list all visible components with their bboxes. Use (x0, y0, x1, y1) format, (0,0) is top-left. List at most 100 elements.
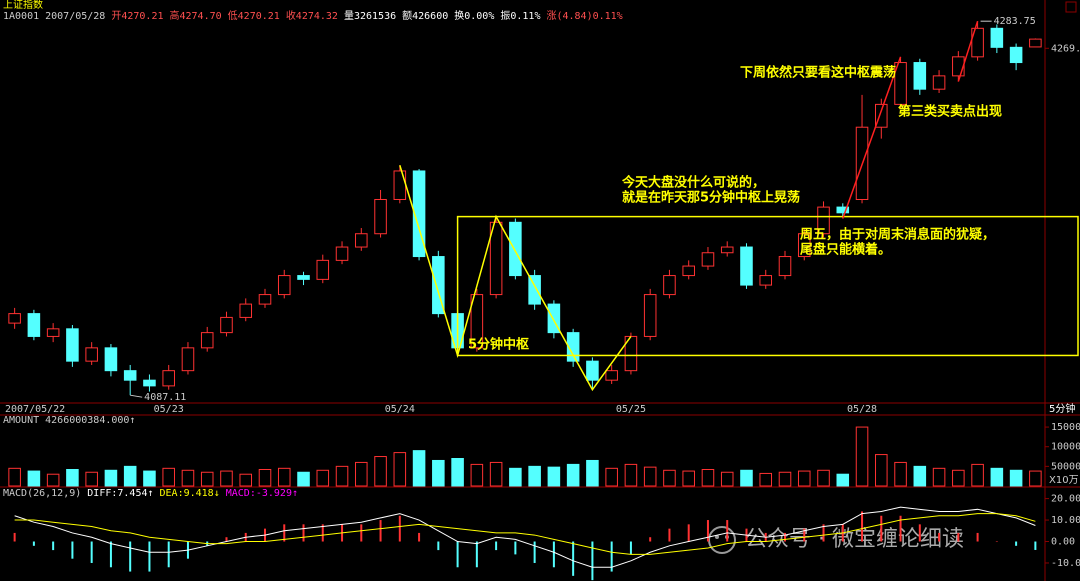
candle-body (374, 198, 387, 235)
macd-bar (398, 515, 401, 542)
candle-body (701, 252, 715, 267)
macd-bar (379, 520, 382, 542)
macd-bar (995, 541, 998, 543)
candle-body (547, 303, 561, 334)
macd-line (14, 506, 1036, 568)
volume-bar (663, 469, 676, 487)
candle-body (355, 233, 368, 248)
volume-bar (123, 465, 137, 487)
trend-line (399, 165, 632, 392)
info-item: 换0.00% (454, 9, 494, 22)
candle-body (335, 246, 349, 261)
candle-body (162, 370, 175, 387)
annotation: 周五，由于对周末消息面的犹疑， (800, 227, 995, 243)
info-item: 1A0001 (3, 11, 39, 22)
volume-bar (374, 456, 387, 487)
candle-body (797, 233, 811, 258)
volume-bar (566, 463, 580, 487)
macd-bar (649, 537, 652, 542)
trend-line (842, 56, 902, 219)
candle-body (1029, 38, 1042, 48)
info-item: 振0.11% (500, 9, 540, 22)
volume-bar (720, 471, 734, 487)
volume-bar (682, 470, 695, 487)
window-button[interactable] (1065, 1, 1077, 13)
volume-bar (258, 469, 272, 487)
x-tick-label: 05/24 (385, 404, 415, 415)
volume-bar (277, 467, 291, 487)
macd-bar (726, 520, 729, 542)
candle-body (220, 316, 233, 334)
macd-bar (360, 524, 363, 542)
volume-bar (181, 469, 195, 487)
volume-bar (855, 426, 869, 487)
volume-bar (393, 452, 407, 487)
macd-bar (456, 541, 459, 568)
volume-bar (66, 469, 79, 487)
candle-body (643, 294, 657, 337)
macd-bar (71, 541, 74, 559)
macd-bar (706, 520, 709, 542)
candle-body (682, 265, 695, 277)
candle-body (66, 328, 79, 362)
volume-bar (162, 467, 175, 487)
info-item: 开4270.21 (111, 11, 163, 22)
info-line: 1A0001 2007/05/28 开4270.21 高4274.70 低4270.21… (3, 9, 623, 22)
candle-body (605, 370, 618, 381)
macd-legend: MACD(26,12,9) DIFF:7.454↑ DEA:9.418↓ MACD:-… (3, 488, 298, 499)
macd-bar (109, 541, 112, 568)
macd-bar (283, 524, 286, 542)
volume-bar (451, 458, 464, 487)
volume-bar (470, 463, 484, 487)
candle-body (393, 170, 407, 200)
volume-bar (586, 459, 599, 487)
pivot-box (456, 215, 1079, 357)
y-tick-label: 4269.5 (1051, 43, 1080, 54)
y-tick-label: -10.00 (1051, 558, 1080, 569)
candle-body (759, 275, 773, 286)
macd-bar (13, 532, 16, 542)
candle-body (181, 347, 195, 372)
macd-bar (687, 524, 690, 542)
candle-body (528, 275, 541, 305)
macd-bar (495, 541, 498, 551)
macd-bar (321, 524, 324, 542)
volume-bar (1009, 469, 1023, 487)
legend-entry: MACD:-3.929↑ (226, 488, 298, 499)
annotation: 下周依然只要看这中枢震荡 (740, 65, 896, 81)
volume-bar (894, 461, 907, 487)
legend-entry: DEA:9.418↓ (160, 488, 220, 499)
volume-bar (990, 467, 1004, 487)
volume-bar (740, 469, 753, 487)
macd-bar (880, 515, 883, 542)
annotation: 就是在昨天那5分钟中枢上晃荡 (622, 190, 800, 206)
volume-bar (432, 459, 445, 487)
trend-line (957, 20, 979, 82)
candle-body (778, 256, 792, 277)
y-tick-label: 150000 (1051, 422, 1080, 433)
macd-bar (803, 528, 806, 542)
macd-bar (1034, 541, 1037, 550)
macd-bar (437, 541, 440, 551)
volume-bar (220, 470, 233, 487)
period-label: 5分钟 (1049, 402, 1075, 415)
candle-body (509, 221, 522, 277)
macd-bar (976, 532, 979, 542)
candle-body (258, 294, 272, 305)
macd-bar (475, 541, 478, 568)
candle-body (740, 246, 753, 286)
candle-body (239, 303, 253, 318)
info-item: 额426600 (402, 9, 448, 22)
x-tick-label: 2007/05/22 (5, 404, 65, 415)
volume-bar (605, 467, 618, 487)
volume-bar (547, 466, 561, 487)
y-tick-label: 100000 (1051, 442, 1080, 453)
candle-body (432, 256, 445, 315)
extreme-pointer (130, 394, 143, 398)
volume-unit: X10万 (1049, 475, 1079, 486)
x-tick-label: 05/25 (616, 404, 646, 415)
candle-body (143, 379, 156, 387)
candle-body (489, 221, 503, 296)
